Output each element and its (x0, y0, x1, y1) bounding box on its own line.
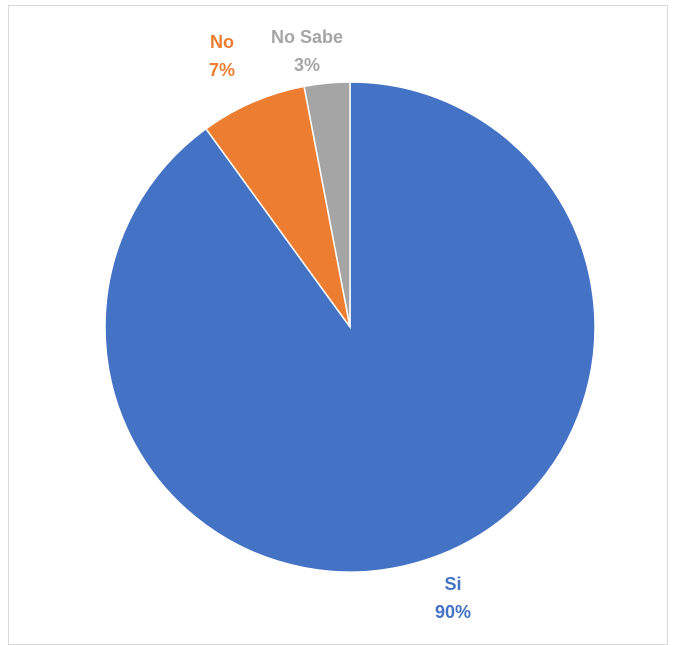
data-labels: Si 90% No 7% No Sabe 3% (209, 27, 471, 622)
data-label-value-no-sabe: 3% (294, 55, 320, 75)
pie-slice-no-sabe (303, 81, 351, 328)
data-label-value-si: 90% (435, 602, 471, 622)
data-label-category-no-sabe: No Sabe (271, 27, 343, 47)
data-label-value-no: 7% (209, 60, 235, 80)
pie-slice-si (104, 81, 596, 573)
data-label-category-si: Si (444, 574, 461, 594)
data-label-category-no: No (210, 32, 234, 52)
pie-slice-no (204, 85, 351, 328)
pie-slices (104, 81, 596, 573)
